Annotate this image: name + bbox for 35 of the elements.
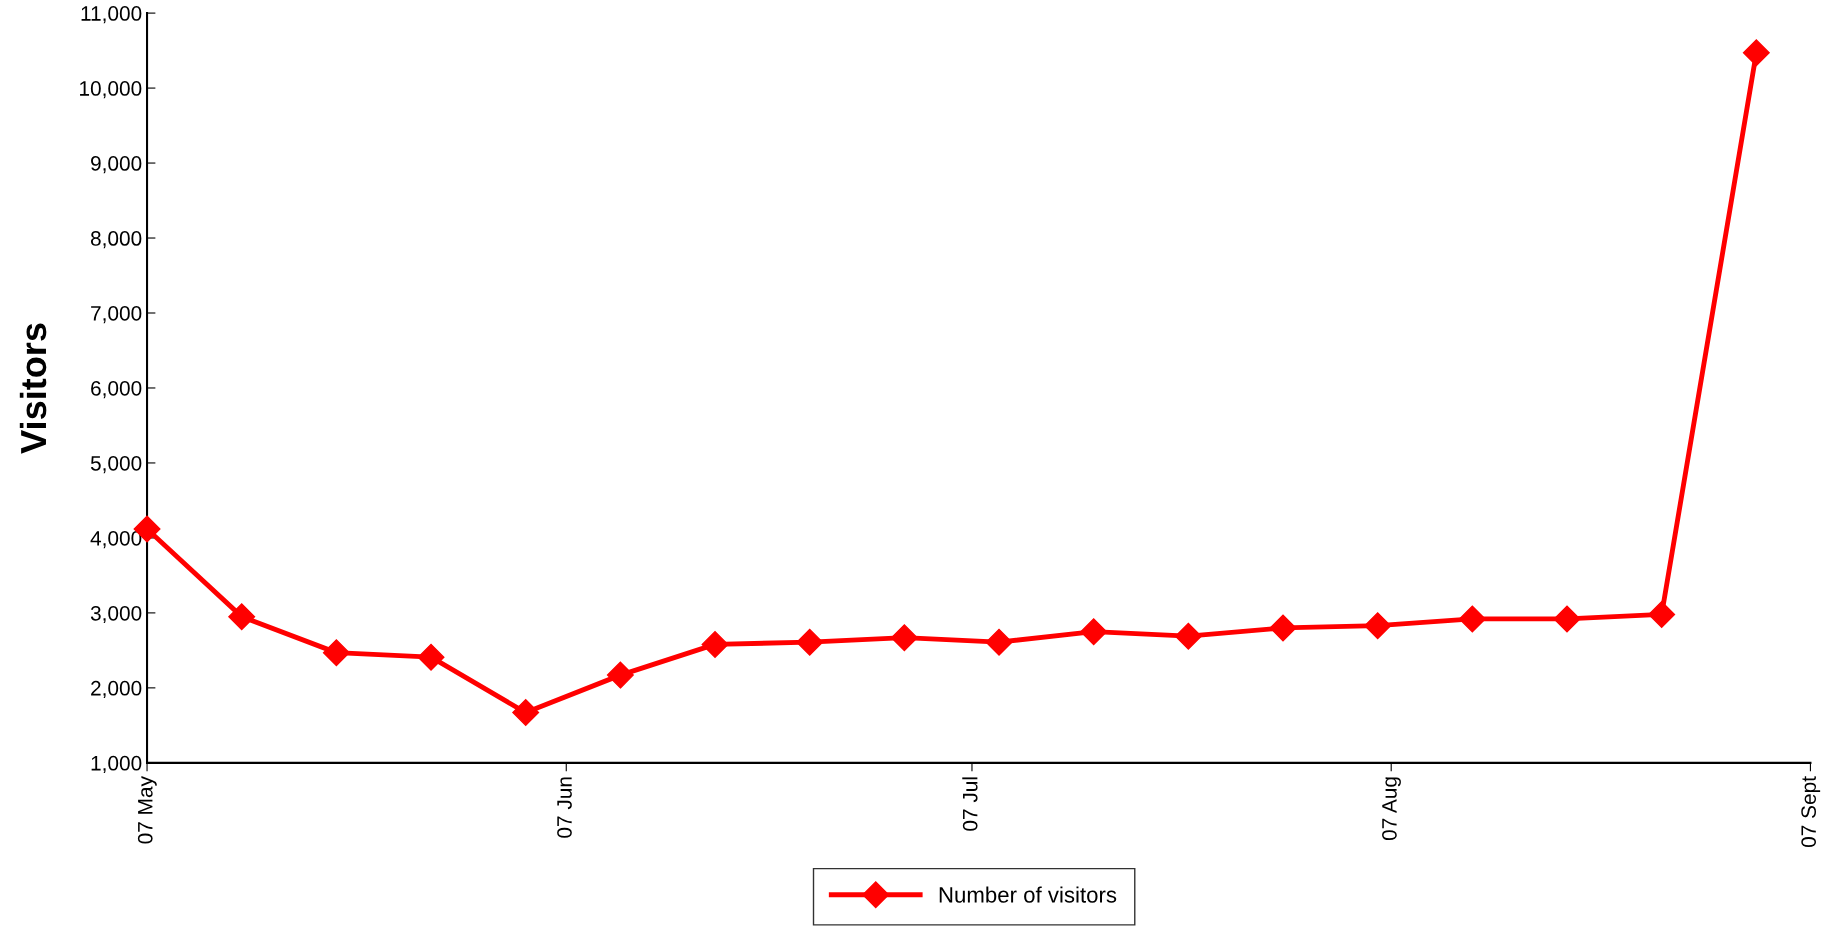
y-tick-label: 7,000 xyxy=(91,306,142,324)
point xyxy=(701,630,729,658)
point xyxy=(322,639,350,667)
y-tick-label: 2,000 xyxy=(91,680,142,699)
x-tick-label: 07 May xyxy=(137,776,157,844)
point xyxy=(1364,612,1392,640)
point xyxy=(985,628,1013,656)
legend-label: Number of visitors xyxy=(939,886,1117,903)
x-tick-label: 07 Jul xyxy=(962,777,978,831)
y-tick-label: 3,000 xyxy=(90,605,142,624)
x-tick-label: 07 Sept xyxy=(1801,776,1821,848)
y-tick-label: 6,000 xyxy=(91,380,142,399)
y-tick-label: 5,000 xyxy=(90,455,142,474)
point xyxy=(606,661,634,689)
point xyxy=(1269,614,1297,642)
y-tick-label: 10,000 xyxy=(80,81,142,99)
y-tick-label: 8,000 xyxy=(90,231,142,249)
x-tick-label: 07 Jun xyxy=(557,777,572,838)
point xyxy=(1174,622,1202,650)
point xyxy=(1553,605,1581,633)
point xyxy=(1080,618,1108,646)
point xyxy=(1648,600,1676,628)
point xyxy=(512,699,540,727)
point xyxy=(417,643,445,671)
x-tick-label: 07 Aug xyxy=(1382,777,1401,841)
y-tick-label: 11,000 xyxy=(81,6,142,24)
point xyxy=(890,624,918,652)
y-tick-label: 9,000 xyxy=(91,156,142,174)
y-tick-label: 4,000 xyxy=(90,530,142,549)
point xyxy=(1458,605,1486,633)
y-tick-label: 1,000 xyxy=(91,755,142,774)
point xyxy=(228,603,256,631)
y-axis-title: Visitors xyxy=(19,323,47,454)
point xyxy=(1742,39,1770,67)
point xyxy=(796,628,824,656)
